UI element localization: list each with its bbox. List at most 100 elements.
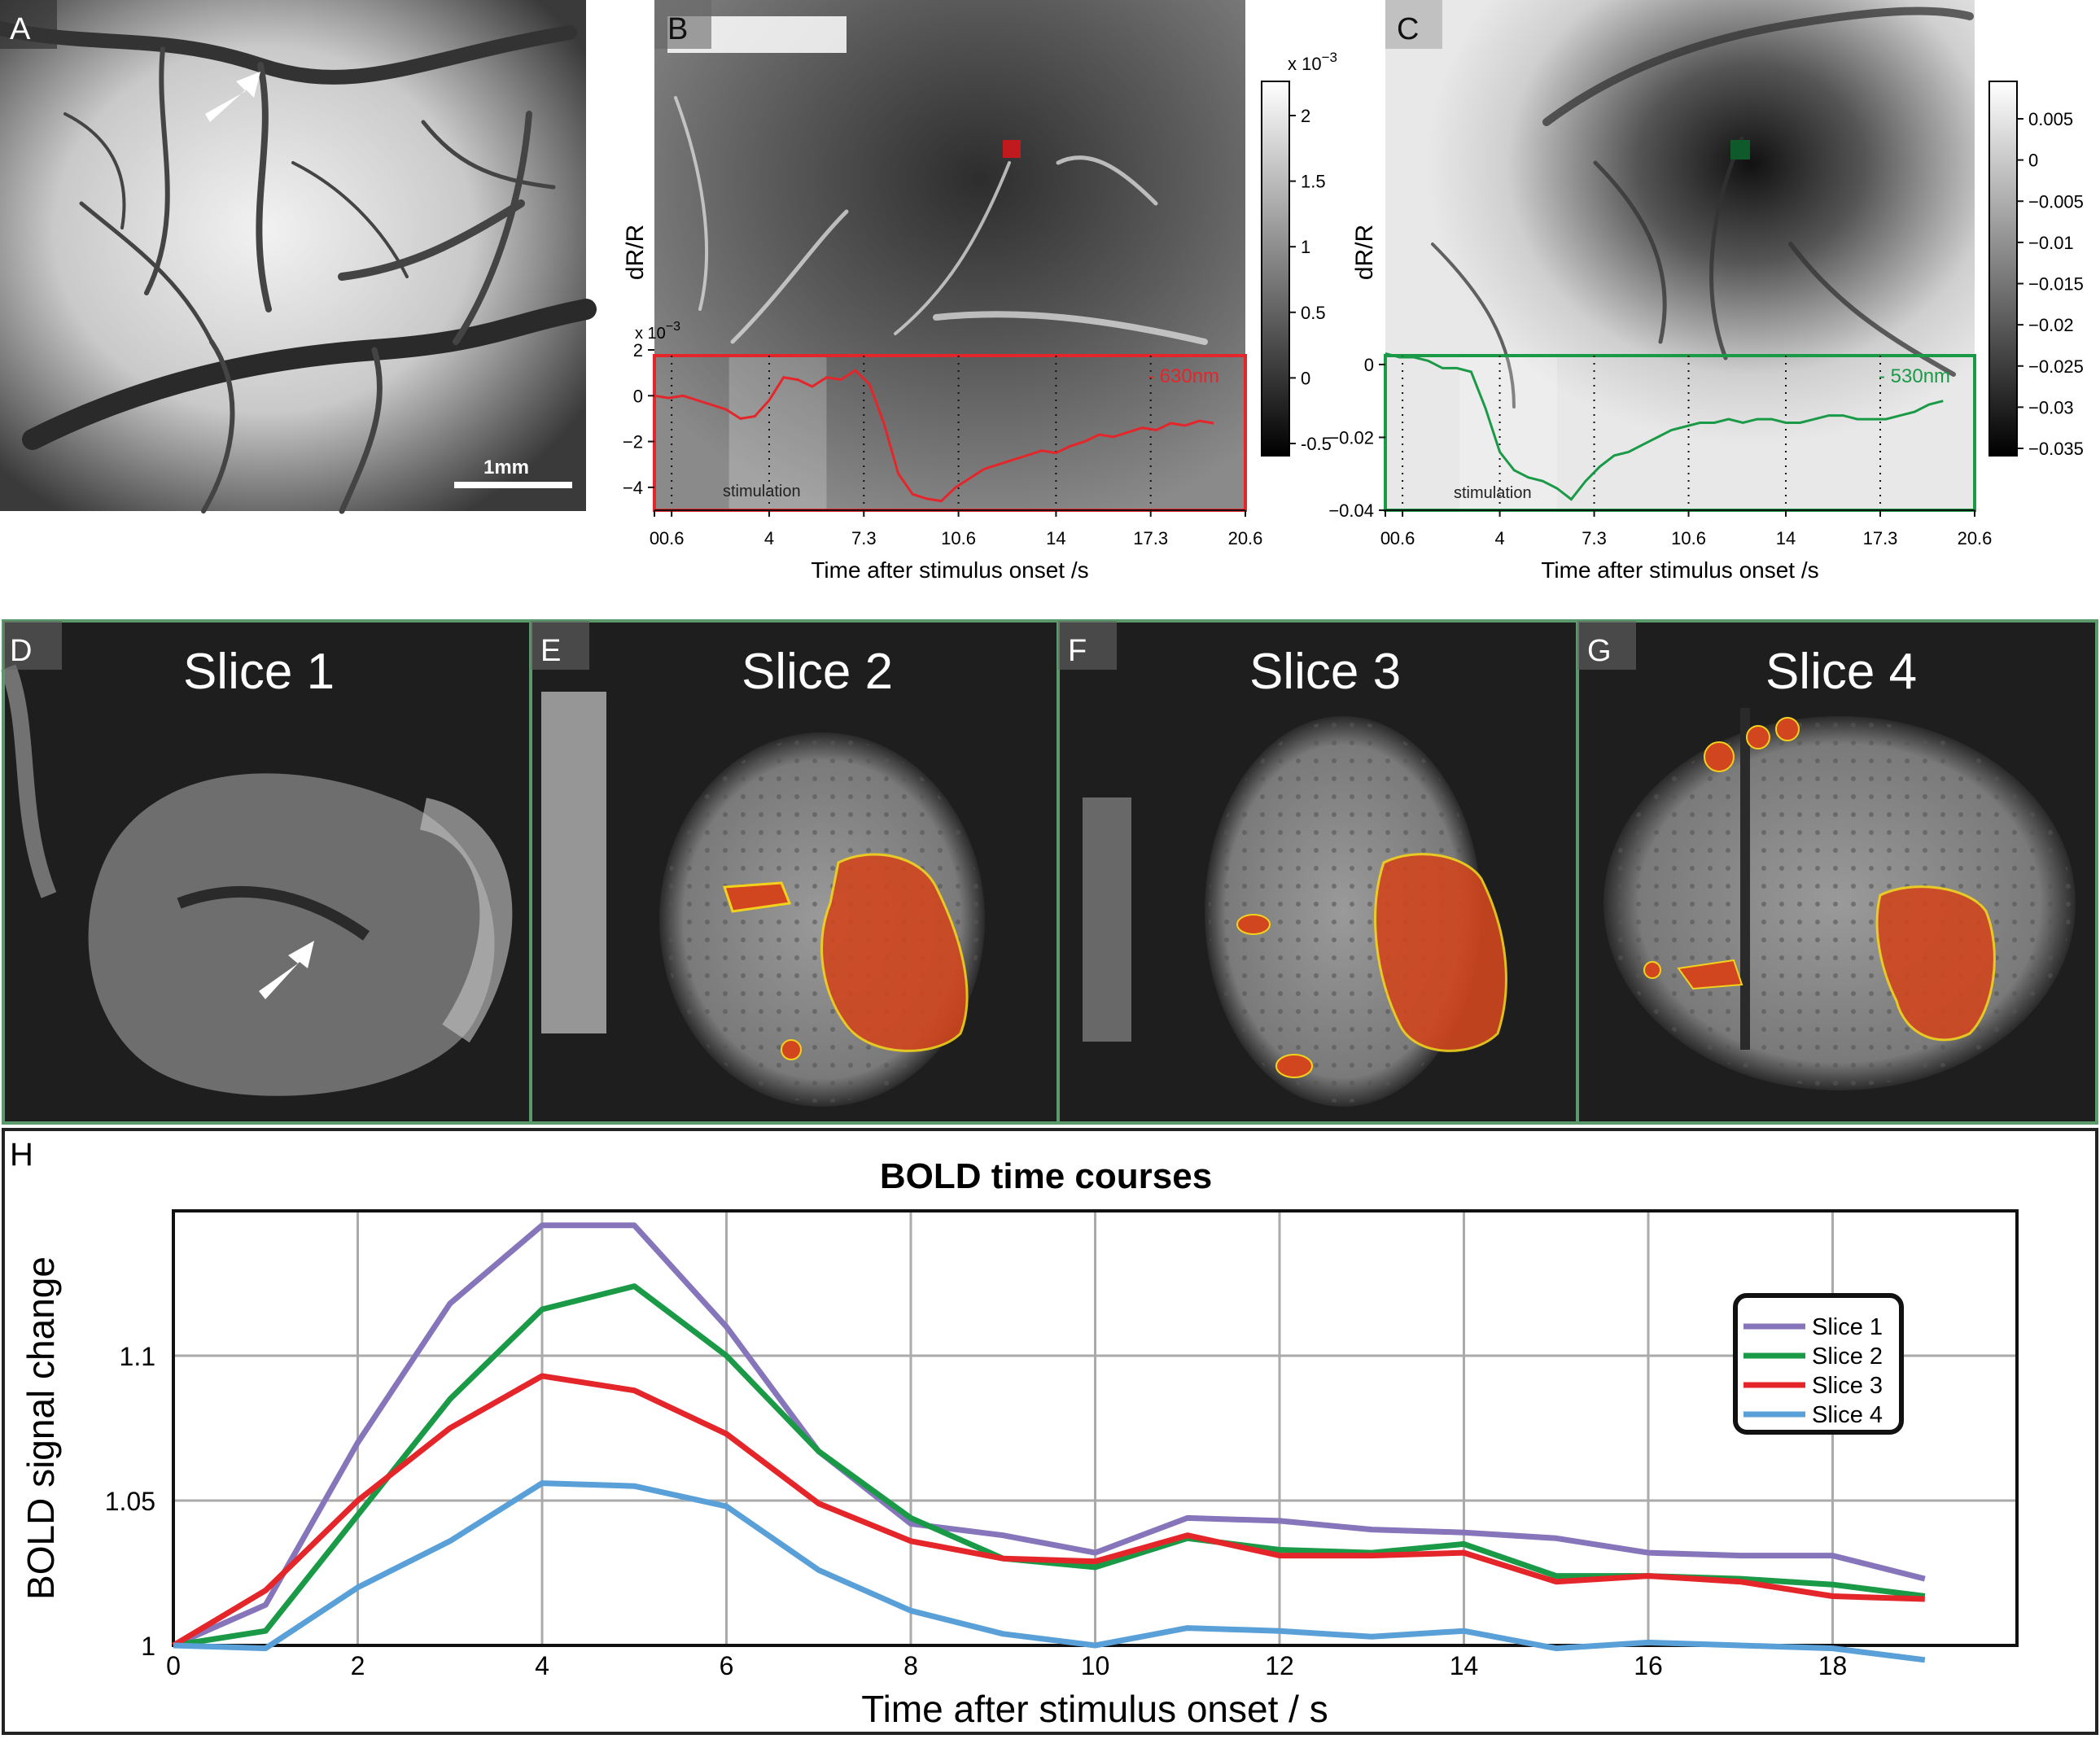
panel-label-bg (0, 0, 57, 49)
legend-label: Slice 3 (1812, 1373, 1883, 1399)
slice-title: Slice 2 (742, 644, 893, 700)
x-axis-label: Time after stimulus onset /s (1541, 557, 1818, 583)
y-tick-label: 1.05 (105, 1487, 155, 1516)
panel-b-image (654, 0, 1245, 511)
x-tick-label: 0 (1380, 528, 1390, 548)
tissue (419, 797, 513, 1043)
tissue (1083, 797, 1131, 1042)
y-tick-label: −0.04 (1328, 500, 1374, 521)
y-tick-label: 1 (141, 1632, 155, 1661)
panel-letter-c: C (1397, 12, 1419, 46)
colorbar (1988, 81, 2018, 457)
y-tick-label: −2 (623, 432, 643, 452)
slice-title: Slice 3 (1249, 644, 1401, 700)
x-tick-label: 0 (650, 528, 659, 548)
x-tick-label: 6 (720, 1651, 734, 1680)
panel-letter-a: A (10, 12, 31, 46)
panel-c-image (1385, 0, 1975, 511)
panel-letter-e: E (540, 634, 561, 668)
colorbar-exponent: x 10−3 (1288, 50, 1337, 74)
panel-a: 1mm A (0, 0, 597, 514)
panel-label-bg (654, 0, 711, 49)
x-tick-label: 10 (1081, 1651, 1110, 1680)
y-tick-label: 2 (633, 340, 643, 360)
x-tick-label: 14 (1776, 528, 1796, 548)
y-axis-label: dR/R (622, 225, 649, 280)
colorbar-ticks: 0.005 0 −0.005 −0.01 −0.015 −0.02 −0.025 −0.03 −… (2017, 109, 2084, 459)
panel-label-bg (531, 621, 589, 670)
colorbar-tick-label: −0.02 (2028, 315, 2074, 335)
panel-label-bg (1385, 0, 1442, 49)
activation-cluster (722, 881, 792, 913)
colorbar-exponent-power: −3 (1322, 50, 1337, 65)
panel-b: - 630nm stimulation 0 0.6 4 7.3 10.6 14 17.3 20… (622, 0, 1337, 548)
axes: 0 0.6 4 7.3 10.6 14 17.3 20.620−2−4 (623, 340, 1263, 548)
x-tick-label: 17.3 (1133, 528, 1168, 548)
x-tick-label: 4 (764, 528, 774, 548)
vessel-network (0, 21, 597, 514)
legend-label: Slice 4 (1812, 1402, 1883, 1428)
panel-letter-h: H (10, 1137, 33, 1173)
colorbar-tick-label: −0.025 (2028, 356, 2084, 377)
series-line-slice-4 (173, 1480, 1926, 1663)
panel-e: E Slice 2 (529, 619, 1060, 1125)
panel-letter-f: F (1068, 634, 1087, 668)
panel-g: G Slice 4 (1576, 619, 2098, 1125)
panel-a-image (0, 0, 586, 511)
colorbar-tick-label: 1 (1301, 237, 1310, 257)
panel-label-bg (1058, 621, 1117, 670)
y-tick-label: 1.1 (120, 1342, 155, 1371)
tissue (0, 664, 57, 898)
axes: 0 0.6 4 7.3 10.6 14 17.3 20.60−0.02−0.04 (1328, 355, 1992, 548)
x-tick-label: 0 (166, 1651, 181, 1680)
y-axis-label: dR/R (1351, 225, 1378, 280)
colorbar-tick-label: 0 (1301, 368, 1310, 388)
colorbar-tick-label: 2 (1301, 106, 1310, 126)
arrow-icon (259, 941, 314, 999)
slice-title: Slice 4 (1765, 644, 1917, 700)
panel-frame (1576, 619, 2098, 1125)
activation-cluster (1875, 885, 1996, 1042)
x-tick-label: 18 (1818, 1651, 1848, 1680)
vessel-network (1431, 7, 1974, 409)
panel-letter-g: G (1587, 634, 1612, 668)
panel-letter-b: B (667, 12, 688, 46)
activation-cluster (1236, 914, 1271, 935)
panel-label-bg (1577, 621, 1636, 670)
colorbar-tick-label: 1.5 (1301, 172, 1326, 192)
colorbar-tick-label: −0.015 (2028, 274, 2084, 295)
colorbar-tick-label: −0.01 (2028, 233, 2074, 253)
x-tick-label: 20.6 (1958, 528, 1993, 548)
x-tick-label: 2 (351, 1651, 365, 1680)
stimulation-label: stimulation (1454, 484, 1532, 502)
panel-letter-d: D (10, 634, 32, 668)
series-530nm-line (1385, 352, 1944, 501)
activation-cluster (1374, 853, 1507, 1052)
x-tick-label: 4 (1494, 528, 1504, 548)
series-line-slice-3 (172, 1373, 1925, 1649)
colorbar-tick-label: 0.005 (2028, 109, 2073, 129)
legend-label: Slice 2 (1812, 1344, 1883, 1370)
x-tick-label: 8 (903, 1651, 918, 1680)
colorbar-tick-label: −0.03 (2028, 397, 2074, 417)
activation-cluster (1746, 725, 1770, 749)
y-exponent-power: −3 (666, 320, 680, 334)
roi-marker (1730, 140, 1750, 159)
y-exponent: x 10−3 (635, 320, 680, 343)
colorbar-ticks: 2 1.5 1 0.5 0 -0.5 (1289, 106, 1332, 454)
y-tick-label: 0 (1364, 355, 1374, 375)
series-630nm-line (654, 369, 1214, 503)
chart-title: BOLD time courses (880, 1156, 1212, 1196)
roi-marker (1003, 140, 1021, 158)
panel-f: F Slice 3 (1057, 619, 1579, 1125)
x-tick-label: 7.3 (851, 528, 877, 548)
x-tick-label: 20.6 (1228, 528, 1263, 548)
activation-cluster (820, 853, 969, 1052)
colorbar (1261, 81, 1290, 457)
wavelength-label: - 630nm (1148, 365, 1219, 387)
x-tick-label: 14 (1046, 528, 1065, 548)
x-tick-label: 10.6 (1671, 528, 1706, 548)
x-tick-label: 4 (535, 1651, 549, 1680)
series-line-slice-1 (172, 1222, 1926, 1649)
colorbar-tick-label: 0 (2028, 151, 2038, 171)
